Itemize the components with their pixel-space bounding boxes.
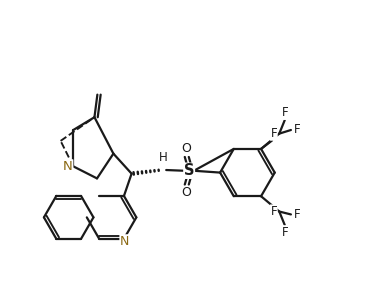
Text: O: O (181, 187, 191, 200)
Text: N: N (63, 160, 73, 173)
Text: H: H (159, 151, 168, 164)
Text: F: F (281, 226, 288, 239)
Text: F: F (271, 127, 277, 140)
Text: F: F (294, 208, 301, 221)
Text: S: S (184, 163, 194, 178)
Text: F: F (281, 106, 288, 119)
Text: O: O (181, 142, 191, 155)
Text: F: F (271, 205, 277, 218)
Text: N: N (120, 235, 129, 248)
Text: F: F (294, 124, 301, 136)
